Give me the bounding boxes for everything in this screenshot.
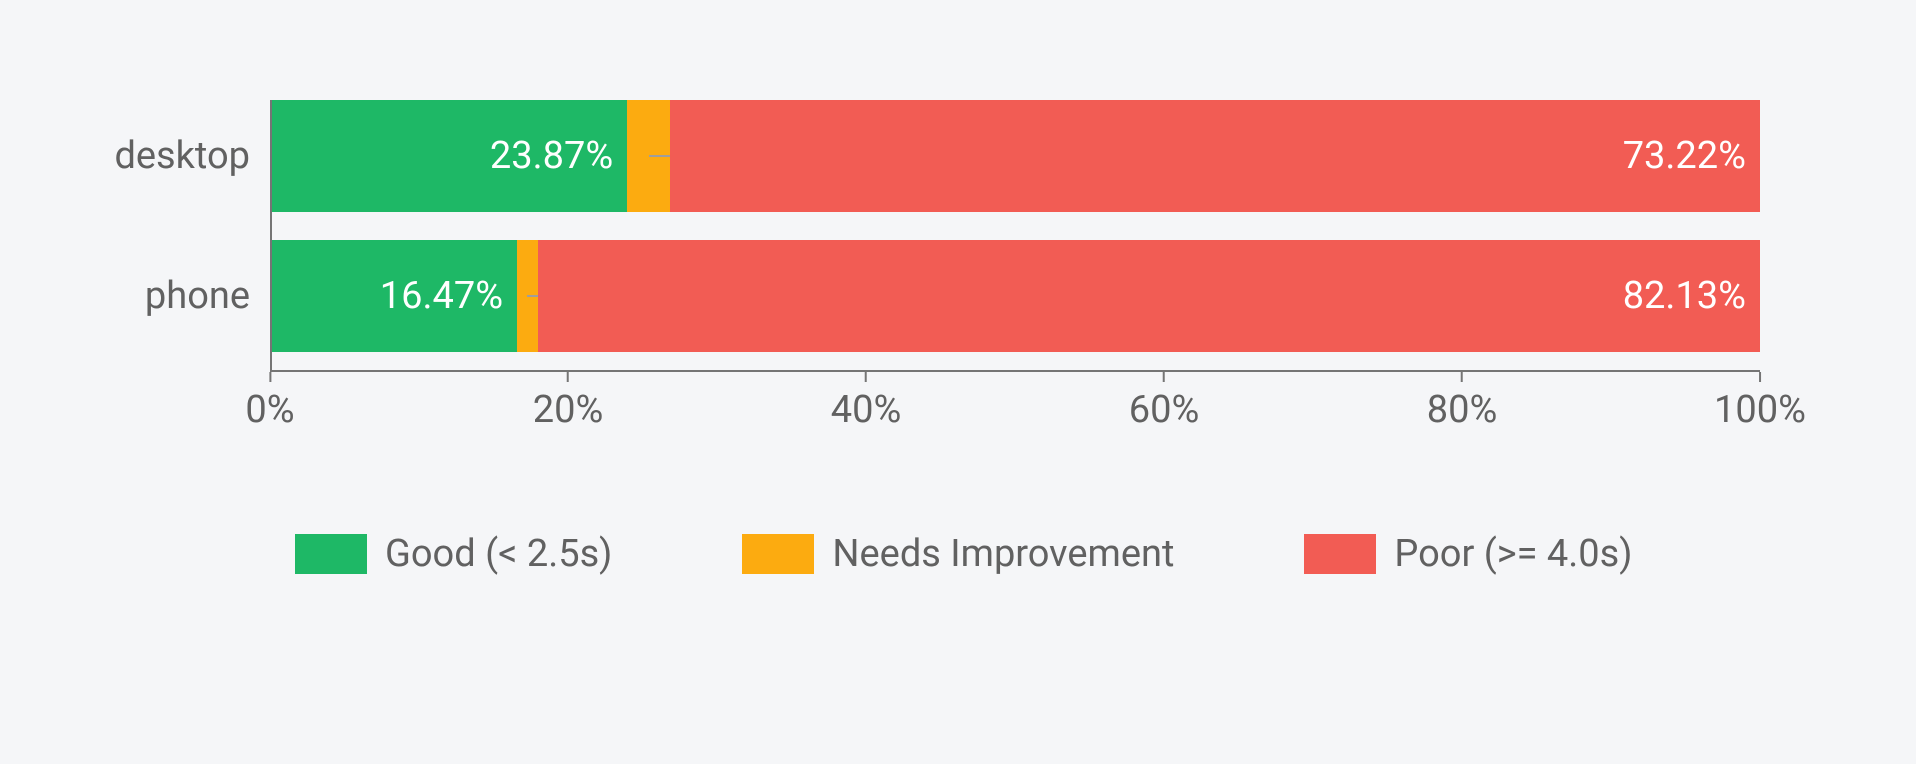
x-axis-tick-label: 100% [1714, 388, 1806, 432]
bar-segment-needs: 2.91% [627, 100, 670, 212]
tick-mark-icon [269, 372, 271, 382]
legend-label: Good (< 2.5s) [385, 532, 612, 576]
bar-segment-good: 23.87% [272, 100, 627, 212]
legend: Good (< 2.5s) Needs Improvement Poor (>=… [295, 532, 1633, 576]
x-axis-tick: 40% [831, 372, 902, 432]
bar-segment-good: 16.47% [272, 240, 517, 352]
x-axis-tick: 100% [1714, 372, 1806, 432]
plot-area: 23.87% 2.91% 73.22% 16.47% [270, 100, 1760, 372]
legend-swatch-icon [1304, 534, 1376, 574]
legend-item-good: Good (< 2.5s) [295, 532, 612, 576]
x-axis-tick-label: 0% [245, 388, 294, 432]
legend-item-needs: Needs Improvement [742, 532, 1174, 576]
x-axis-tick: 0% [245, 372, 294, 432]
bar-segment-poor: 73.22% [670, 100, 1760, 212]
bar-value-label: 82.13% [1623, 274, 1746, 318]
bar-row-desktop: 23.87% 2.91% 73.22% [272, 100, 1760, 212]
tick-mark-icon [567, 372, 569, 382]
bar-segment-needs: 1.4% [517, 240, 538, 352]
legend-swatch-icon [295, 534, 367, 574]
bar-value-label: 16.47% [380, 274, 503, 318]
x-axis-tick-label: 60% [1129, 388, 1200, 432]
tick-mark-icon [1759, 372, 1761, 382]
x-axis-tick: 20% [533, 372, 604, 432]
y-axis-category-label: desktop [114, 134, 250, 178]
bar-value-label: 23.87% [490, 134, 613, 178]
x-axis-tick-label: 40% [831, 388, 902, 432]
bar-value-label: 73.22% [1623, 134, 1746, 178]
bar-segment-poor: 82.13% [538, 240, 1760, 352]
x-axis-tick: 60% [1129, 372, 1200, 432]
legend-item-poor: Poor (>= 4.0s) [1304, 532, 1632, 576]
y-axis-category-phone: phone [70, 274, 250, 318]
x-axis-tick-label: 80% [1427, 388, 1498, 432]
tick-mark-icon [1461, 372, 1463, 382]
y-axis-category-desktop: desktop [70, 134, 250, 178]
tick-mark-icon [865, 372, 867, 382]
x-axis-line [270, 370, 1760, 372]
x-axis-tick-label: 20% [533, 388, 604, 432]
bar-row-phone: 16.47% 1.4% 82.13% [272, 240, 1760, 352]
x-axis-tick: 80% [1427, 372, 1498, 432]
legend-swatch-icon [742, 534, 814, 574]
legend-label: Poor (>= 4.0s) [1394, 532, 1632, 576]
stacked-bar-chart: desktop phone 23.87% 2.91% [70, 40, 1846, 724]
tick-mark-icon [1163, 372, 1165, 382]
y-axis-category-label: phone [145, 274, 250, 318]
legend-label: Needs Improvement [832, 532, 1174, 576]
page-root: desktop phone 23.87% 2.91% [0, 0, 1916, 764]
